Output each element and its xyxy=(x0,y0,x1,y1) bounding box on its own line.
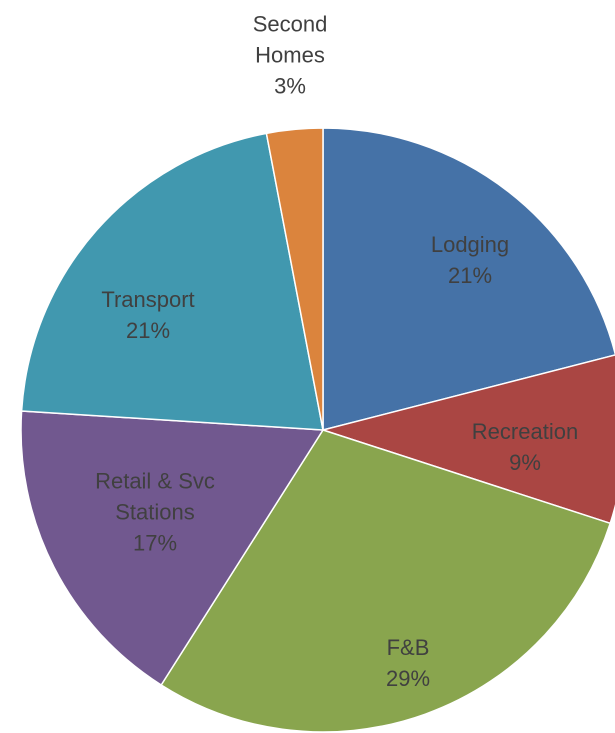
slice-value-label: 17% xyxy=(132,530,178,556)
slice-label: Recreation 9% xyxy=(460,416,590,478)
slice-label: Lodging 21% xyxy=(405,229,535,291)
slice-category-label: Transport xyxy=(101,287,195,312)
slice-value-label: 21% xyxy=(447,263,493,288)
pie-slice xyxy=(20,132,324,431)
slice-value-label: 9% xyxy=(509,450,541,475)
slice-category-label: Second Homes xyxy=(252,11,328,68)
slice-label: Transport 21% xyxy=(83,284,213,346)
slice-label: Retail & Svc Stations 17% xyxy=(85,466,225,559)
slice-category-label: F&B xyxy=(386,635,430,660)
pie-slice xyxy=(320,354,615,525)
slice-label: F&B 29% xyxy=(343,632,473,694)
slice-category-label: Retail & Svc Stations xyxy=(95,468,215,525)
pie-slice xyxy=(322,127,615,431)
pie-slice xyxy=(20,410,325,687)
pie-slice xyxy=(160,429,612,733)
pie-slice xyxy=(265,127,324,431)
slice-label: Second Homes 3% xyxy=(240,9,340,102)
slice-value-label: 21% xyxy=(125,318,171,343)
slice-value-label: 3% xyxy=(274,73,306,99)
slice-value-label: 29% xyxy=(385,666,431,691)
slice-category-label: Lodging xyxy=(430,232,510,257)
slice-category-label: Recreation xyxy=(471,419,579,444)
